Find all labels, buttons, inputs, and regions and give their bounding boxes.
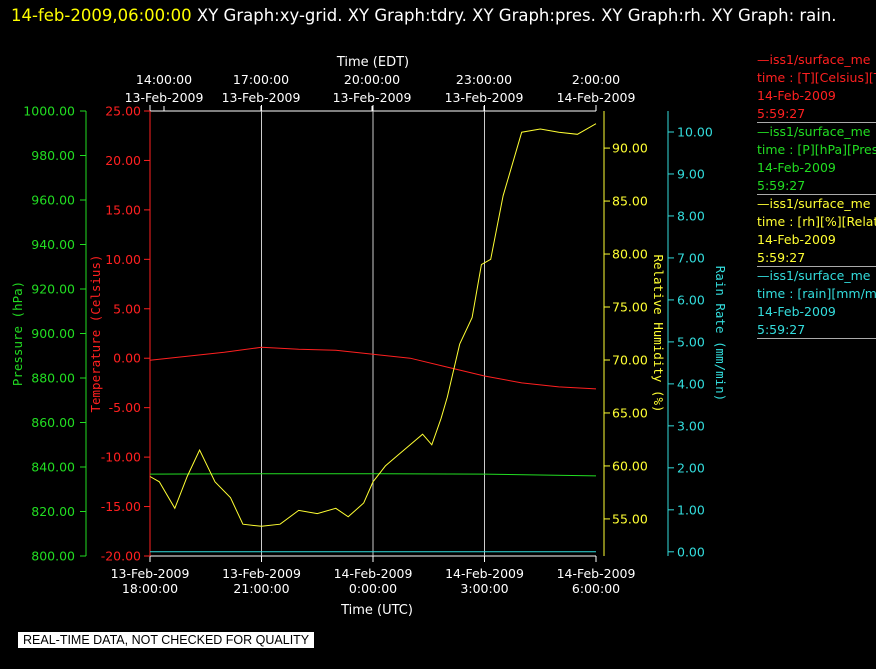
legend-rain-separator — [757, 338, 876, 339]
x-tick-label-top-time: 17:00:00 — [233, 72, 289, 87]
legend-rain-time: 5:59:27 — [757, 322, 806, 337]
humidity-tick-label: 90.00 — [612, 141, 648, 156]
humidity-tick-label: 60.00 — [612, 458, 648, 473]
pressure-tick-label: 820.00 — [31, 504, 75, 519]
humidity-tick-label: 55.00 — [612, 511, 648, 526]
humidity-tick-label: 65.00 — [612, 405, 648, 420]
temperature-axis-title: Temperature (Celsius) — [88, 254, 103, 412]
rain-rate-tick-label: 3.00 — [677, 418, 705, 433]
rain-rate-tick-label: 7.00 — [677, 250, 705, 265]
legend-pres-name: —iss1/surface_me — [757, 124, 871, 139]
pressure-tick-label: 1000.00 — [23, 104, 75, 119]
legend-rh-time: 5:59:27 — [757, 250, 806, 265]
legend-pres-time: 5:59:27 — [757, 178, 806, 193]
title-graph-list: XY Graph:xy-grid. XY Graph:tdry. XY Grap… — [191, 6, 837, 25]
x-tick-label-bottom-time: 21:00:00 — [233, 581, 289, 596]
rain-rate-tick-label: 8.00 — [677, 208, 705, 223]
temperature-tick-label: 10.00 — [105, 252, 141, 267]
legend-rain-name: —iss1/surface_me — [757, 268, 871, 283]
x-tick-label-top-date: 13-Feb-2009 — [222, 90, 301, 105]
humidity-tick-label: 75.00 — [612, 300, 648, 315]
temperature-tick-label: 15.00 — [105, 202, 141, 217]
rain-rate-tick-label: 6.00 — [677, 292, 705, 307]
legend-rh-date: 14-Feb-2009 — [757, 232, 836, 247]
temperature-tick-label: -20.00 — [101, 549, 141, 564]
x-axis-title-bottom: Time (UTC) — [340, 603, 413, 618]
legend-entry-rain[interactable]: —iss1/surface_me time : [rain][mm/min 14… — [757, 267, 876, 339]
temperature-tick-label: 25.00 — [105, 104, 141, 119]
x-tick-label-bottom-date: 14-Feb-2009 — [334, 566, 413, 581]
temperature-tick-label: -10.00 — [101, 450, 141, 465]
series-line-pres — [149, 473, 597, 477]
rain-rate-tick-label: 5.00 — [677, 334, 705, 349]
legend-tdry-time: 5:59:27 — [757, 106, 806, 121]
x-tick-label-bottom-date: 14-Feb-2009 — [445, 566, 524, 581]
x-tick-label-top-time: 2:00:00 — [572, 72, 620, 87]
pressure-tick-label: 920.00 — [31, 282, 75, 297]
humidity-tick-label: 85.00 — [612, 194, 648, 209]
legend-rain-date: 14-Feb-2009 — [757, 304, 836, 319]
legend-rh-variable: time : [rh][%][Relati — [757, 214, 876, 229]
x-tick-label-top-date: 14-Feb-2009 — [557, 90, 636, 105]
legend-tdry-separator — [757, 122, 876, 123]
x-tick-label-top-time: 23:00:00 — [456, 72, 512, 87]
x-tick-label-bottom-date: 13-Feb-2009 — [222, 566, 301, 581]
rain-rate-tick-label: 4.00 — [677, 376, 705, 391]
rain-rate-tick-label: 2.00 — [677, 460, 705, 475]
x-tick-label-top-date: 13-Feb-2009 — [125, 90, 204, 105]
x-tick-label-bottom-time: 18:00:00 — [122, 581, 178, 596]
pressure-tick-label: 800.00 — [31, 549, 75, 564]
legend-rain-variable: time : [rain][mm/min — [757, 286, 876, 301]
temperature-tick-label: 20.00 — [105, 153, 141, 168]
legend-pres-separator — [757, 194, 876, 195]
legend-rh-name: —iss1/surface_me — [757, 196, 871, 211]
legend-pres-date: 14-Feb-2009 — [757, 160, 836, 175]
legend-tdry-date: 14-Feb-2009 — [757, 88, 836, 103]
x-tick-label-top-time: 14:00:00 — [136, 72, 192, 87]
rain-rate-tick-label: 1.00 — [677, 502, 705, 517]
x-tick-label-bottom-date: 14-Feb-2009 — [557, 566, 636, 581]
rain-rate-tick-label: 0.00 — [677, 544, 705, 559]
pressure-tick-label: 980.00 — [31, 148, 75, 163]
series-line-rh — [149, 123, 597, 527]
graph-title: 14-feb-2009,06:00:00 XY Graph:xy-grid. X… — [11, 2, 851, 29]
title-timestamp: 14-feb-2009,06:00:00 — [11, 6, 192, 25]
legend-entry-rh[interactable]: —iss1/surface_me time : [rh][%][Relati 1… — [757, 195, 876, 267]
pressure-tick-label: 940.00 — [31, 237, 75, 252]
humidity-axis-title: Relative Humidity (%) — [651, 254, 666, 412]
x-tick-label-top-date: 13-Feb-2009 — [333, 90, 412, 105]
pressure-tick-label: 880.00 — [31, 371, 75, 386]
x-tick-label-top-date: 13-Feb-2009 — [445, 90, 524, 105]
x-tick-label-bottom-time: 0:00:00 — [349, 581, 397, 596]
pressure-tick-label: 900.00 — [31, 326, 75, 341]
series-line-tdry — [149, 346, 597, 390]
legend-pres-variable: time : [P][hPa][Pres — [757, 142, 876, 157]
temperature-tick-label: -15.00 — [101, 499, 141, 514]
legend-tdry-variable: time : [T][Celsius][T — [757, 70, 876, 85]
legend-tdry-name: —iss1/surface_me — [757, 52, 871, 67]
rain-rate-axis-title: Rain Rate (mm/min) — [713, 266, 728, 401]
quality-warning: REAL-TIME DATA, NOT CHECKED FOR QUALITY — [18, 632, 315, 648]
temperature-tick-label: -5.00 — [109, 400, 141, 415]
rain-rate-tick-label: 9.00 — [677, 166, 705, 181]
rain-rate-tick-label: 10.00 — [677, 124, 713, 139]
x-axis-title-top: Time (EDT) — [336, 55, 409, 70]
x-tick-label-bottom-time: 3:00:00 — [460, 581, 508, 596]
x-tick-label-top-time: 20:00:00 — [344, 72, 400, 87]
legend-rh-separator — [757, 266, 876, 267]
humidity-tick-label: 70.00 — [612, 352, 648, 367]
humidity-tick-label: 80.00 — [612, 247, 648, 262]
pressure-tick-label: 860.00 — [31, 415, 75, 430]
x-tick-label-bottom-date: 13-Feb-2009 — [111, 566, 190, 581]
x-tick-label-bottom-time: 6:00:00 — [572, 581, 620, 596]
pressure-tick-label: 960.00 — [31, 193, 75, 208]
legend-entry-tdry[interactable]: —iss1/surface_me time : [T][Celsius][T 1… — [757, 51, 876, 123]
pressure-tick-label: 840.00 — [31, 460, 75, 475]
pressure-axis-title: Pressure (hPa) — [10, 281, 25, 386]
temperature-tick-label: 0.00 — [113, 351, 141, 366]
legend-entry-pres[interactable]: —iss1/surface_me time : [P][hPa][Pres 14… — [757, 123, 876, 195]
temperature-tick-label: 5.00 — [113, 301, 141, 316]
